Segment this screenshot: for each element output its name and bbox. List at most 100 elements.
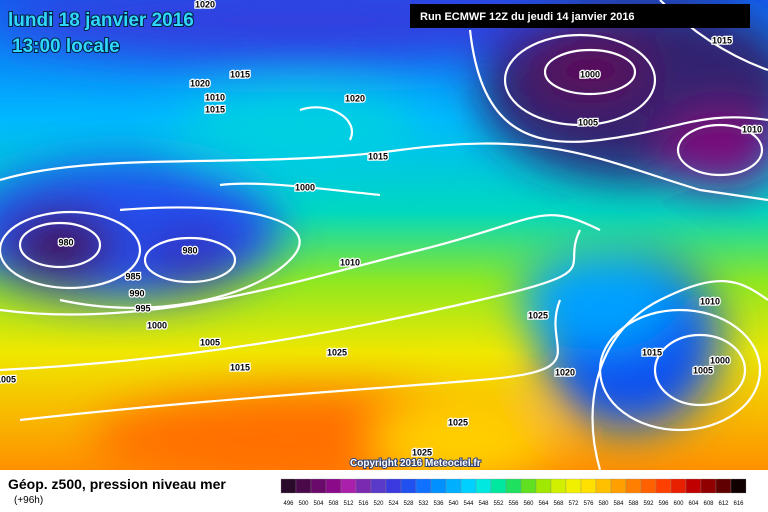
legend-label: 512	[343, 501, 354, 507]
isobar-label: 1010	[205, 92, 225, 102]
legend-swatch	[400, 478, 417, 494]
copyright: Copyright 2016 Meteociel.fr	[350, 458, 481, 469]
legend-swatch	[445, 478, 462, 494]
lead-time: (+96h)	[14, 495, 43, 506]
legend-label: 600	[673, 501, 684, 507]
isobar-label: 1015	[642, 347, 662, 357]
legend-swatch	[535, 478, 552, 494]
legend-label: 556	[508, 501, 519, 507]
legend-label: 608	[703, 501, 714, 507]
isobar-label: 1010	[742, 124, 762, 134]
legend-swatch	[730, 478, 747, 494]
legend-swatch	[490, 478, 507, 494]
isobar-label: 1015	[230, 69, 250, 79]
isobar-label: 1020	[345, 93, 365, 103]
legend-label: 548	[478, 501, 489, 507]
time-title: 13:00 locale	[12, 36, 120, 57]
legend-swatch	[385, 478, 402, 494]
isobar-label: 1020	[190, 78, 210, 88]
legend-swatch	[505, 478, 522, 494]
legend-swatch	[655, 478, 672, 494]
legend-label: 580	[598, 501, 609, 507]
legend-swatch	[325, 478, 342, 494]
run-banner	[410, 4, 750, 28]
legend-swatch	[430, 478, 447, 494]
legend-label: 572	[568, 501, 579, 507]
legend-swatch	[295, 478, 312, 494]
legend-label: 592	[643, 501, 654, 507]
legend-label: 568	[553, 501, 564, 507]
isobar-label: 1015	[230, 362, 250, 372]
legend-swatch	[700, 478, 717, 494]
legend-label: 604	[688, 501, 699, 507]
isobar-label: 1005	[578, 117, 598, 127]
isobar-label: 1025	[448, 417, 468, 427]
legend-swatch	[340, 478, 357, 494]
legend-label: 524	[388, 501, 399, 507]
field	[0, 0, 768, 470]
legend-swatch	[370, 478, 387, 494]
legend-label: 588	[628, 501, 639, 507]
legend-label: 536	[433, 501, 444, 507]
legend-title: Géop. z500, pression niveau mer	[8, 476, 226, 492]
isobar-label: 980	[182, 245, 197, 255]
legend-label: 596	[658, 501, 669, 507]
legend-swatch	[640, 478, 657, 494]
legend-label: 520	[373, 501, 384, 507]
isobar-label: 1025	[412, 447, 432, 457]
isobar-label: 1005	[0, 374, 16, 384]
legend-swatch	[565, 478, 582, 494]
legend-swatch	[520, 478, 537, 494]
legend-label: 564	[538, 501, 549, 507]
legend-swatch	[625, 478, 642, 494]
legend-swatch	[610, 478, 627, 494]
legend-label: 552	[493, 501, 504, 507]
legend-label: 500	[298, 501, 309, 507]
isobar-label: 990	[129, 288, 144, 298]
isobar-label: 1000	[147, 320, 167, 330]
legend-label: 560	[523, 501, 534, 507]
isobar-label: 980	[58, 237, 73, 247]
legend-swatch	[310, 478, 327, 494]
legend-swatch	[580, 478, 597, 494]
legend-label: 532	[418, 501, 429, 507]
isobar-label: 1005	[693, 365, 713, 375]
legend-label: 584	[613, 501, 624, 507]
legend-swatch	[550, 478, 567, 494]
isobar-label: 1020	[555, 367, 575, 377]
legend-swatch	[280, 478, 297, 494]
isobar-label: 985	[125, 271, 140, 281]
legend-label: 516	[358, 501, 369, 507]
isobar-label: 1000	[580, 69, 600, 79]
legend-label: 576	[583, 501, 594, 507]
legend-swatch	[595, 478, 612, 494]
date-title: lundi 18 janvier 2016	[8, 10, 194, 31]
isobar-label: 1000	[710, 355, 730, 365]
isobar-label: 1025	[528, 310, 548, 320]
isobar-label: 1015	[368, 151, 388, 161]
legend-label: 612	[718, 501, 729, 507]
isobar-label: 1020	[195, 0, 215, 9]
legend-swatch	[475, 478, 492, 494]
legend-swatch	[415, 478, 432, 494]
isobar-label: 1015	[712, 35, 732, 45]
legend-label: 528	[403, 501, 414, 507]
legend-swatch	[670, 478, 687, 494]
legend-label: 508	[328, 501, 339, 507]
isobar-label: 1010	[700, 296, 720, 306]
legend-swatch	[460, 478, 477, 494]
isobar-label: 1000	[295, 182, 315, 192]
isobar-label: 1015	[205, 104, 225, 114]
legend-swatch	[685, 478, 702, 494]
legend-label: 544	[463, 501, 474, 507]
isobar-label: 1005	[200, 337, 220, 347]
legend-swatch	[715, 478, 732, 494]
isobar-label: 995	[135, 303, 150, 313]
isobar-label: 1010	[340, 257, 360, 267]
legend-label: 616	[733, 501, 744, 507]
legend-label: 540	[448, 501, 459, 507]
legend-label: 504	[313, 501, 324, 507]
legend-label: 496	[283, 501, 294, 507]
